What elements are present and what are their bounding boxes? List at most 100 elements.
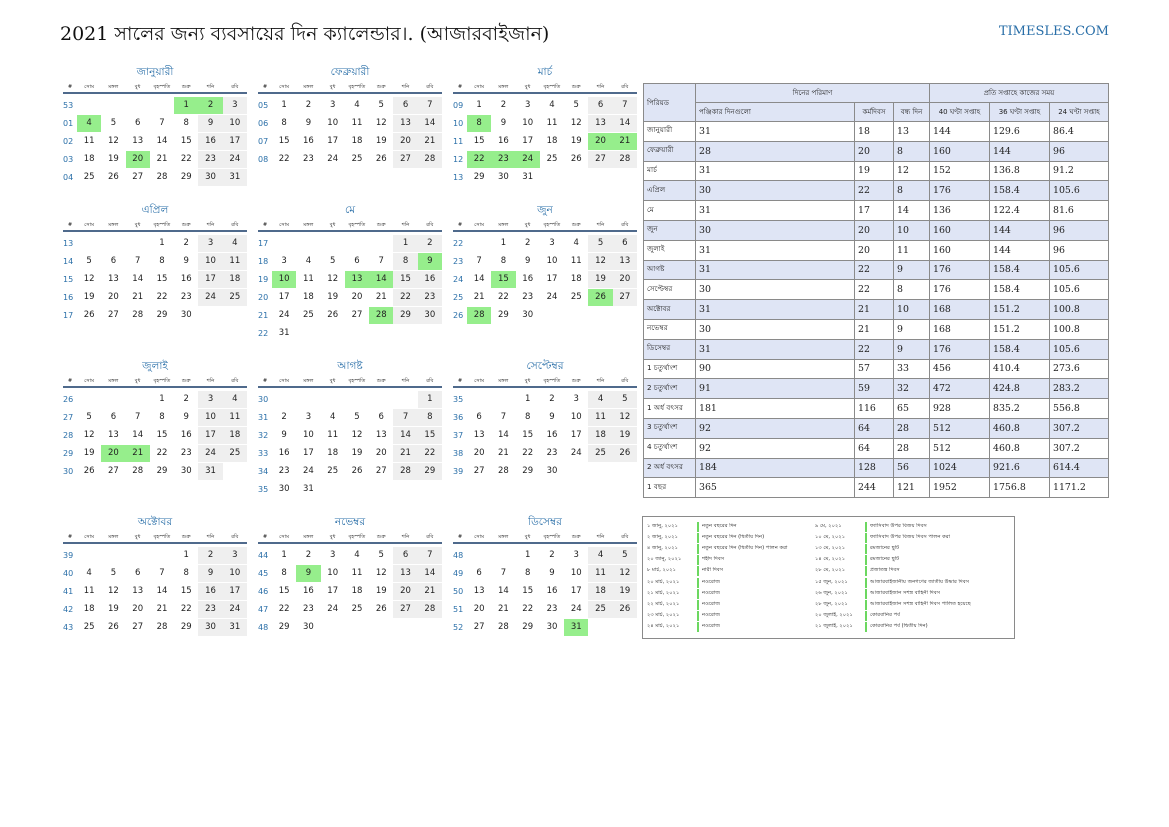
period-name: 3 চতুর্থাংশ [643,417,696,439]
weekday-header: শুক্র [376,84,386,90]
day-cell: 31 [303,484,314,494]
day-cell: 25 [222,445,247,462]
day-cell: 18 [588,427,613,444]
calendar-grid: জানুয়ারী # সোম মঙ্গল বুধ বৃহস্পতি শুক্র শনি রবি… [63,64,641,660]
day-cell: 28 [498,466,509,476]
day-cell: 6 [476,412,482,422]
week-row: 47 22 23 24 25 26 27 28 [258,601,442,619]
day-cell: 20 [393,133,418,150]
period-name: এপ্রিল [643,180,696,202]
week-row: 40 4 5 6 7 8 9 10 [63,565,247,583]
period-name: জানুয়ারী [643,121,696,142]
summary-value: 158.4 [989,279,1050,301]
holiday-column: ৯ মে, ২০২১ ফ্যাসিবাদ উপর বিজয় দিবস ১০ মে,… [815,521,997,633]
day-cell: 29 [180,622,192,632]
week-number: 34 [258,467,269,476]
day-cell: 5 [86,412,92,422]
week-row: 48 1 2 3 4 5 [453,547,637,565]
weekday-header: বৃহস্পতি [348,378,366,384]
holiday-date: ১ জানু, ২০২১ [647,522,679,529]
day-cell [321,325,345,342]
day-cell: 4 [588,391,613,408]
week-number: 03 [63,155,74,164]
day-cell: 1 [159,394,165,404]
day-cell: 16 [546,586,558,596]
summary-value: 307.2 [1049,437,1109,459]
summary-value: 129.6 [989,121,1050,142]
month-name: ফেব্রুয়ারী [330,66,370,78]
period-name: 1 অর্ধ বৎসর [643,398,696,419]
weekday-header: বুধ [524,84,531,90]
summary-value: 100.8 [1049,318,1109,340]
day-cell [369,391,393,408]
summary-value: 128 [854,457,894,479]
day-cell: 11 [83,586,95,596]
day-cell [321,235,345,252]
week-row: 25 21 22 23 24 25 26 27 [453,289,637,307]
holiday-date: ৪ জানু, ২০২১ [647,544,679,551]
day-cell: 1 [524,394,531,404]
day-cell: 14 [393,427,418,444]
day-cell: 24 [570,448,582,458]
week-row: 05 1 2 3 4 5 6 7 [258,97,442,115]
week-row: 41 11 12 13 14 15 16 17 [63,583,247,601]
day-cell: 25 [570,292,582,302]
weekday-header: মঙ্গল [108,222,119,228]
week-number: 41 [63,587,74,596]
day-cell: 21 [156,604,168,614]
week-row: 13 29 30 31 [453,169,637,187]
day-cell: 28 [417,151,442,168]
day-cell: 22 [467,151,492,168]
holiday-marker [865,532,867,543]
weekday-header: বুধ [329,222,336,228]
day-cell: 27 [108,310,119,320]
summary-value: 92 [695,417,855,439]
summary-value: 121 [893,477,930,499]
site-link[interactable]: TIMESLES.COM [998,24,1109,39]
day-cell: 8 [183,118,189,128]
month-name: মে [344,204,356,216]
day-cell [564,307,588,324]
day-cell [467,235,491,252]
weekday-header: শনি [206,222,215,228]
day-cell: 14 [369,271,394,288]
weekday-header-row: # সোম মঙ্গল বুধ বৃহস্পতি শুক্র শনি রবি [258,219,442,232]
day-cell: 2 [549,550,555,560]
day-cell: 8 [281,568,287,578]
day-cell [418,325,442,342]
holiday-name: আজারবাইজান সশস্ত্র বাহিনী দিবস [870,589,941,596]
weekday-header: মঙ্গল [108,378,119,384]
weekday-header: বুধ [329,534,336,540]
summary-value: 9 [893,318,930,340]
holiday-date: ২০ জুলাই, ২০২১ [815,612,853,619]
week-row: 26 1 2 3 4 [63,391,247,409]
week-row: 04 25 26 27 28 29 30 31 [63,169,247,187]
month-block: নভেম্বর # সোম মঙ্গল বুধ বৃহস্পতি শুক্র শনি রবি 44… [258,514,442,637]
day-cell: 25 [83,622,95,632]
summary-value: 32 [893,378,930,400]
weekday-header: # [67,378,73,384]
day-cell: 5 [329,256,336,266]
day-cell: 27 [612,289,637,306]
summary-value: 151.2 [989,318,1050,340]
summary-value: 244 [854,477,894,499]
holiday-item: ২৬ জুন, ২০২১ আজারবাইজান সশস্ত্র বাহিনী দি… [815,588,997,599]
day-cell: 3 [329,100,336,110]
summary-value: 28 [695,140,855,162]
day-cell: 3 [222,547,247,564]
weekday-header: রবি [621,378,629,384]
weekday-header: বৃহস্পতি [543,84,561,90]
day-cell: 25 [588,445,613,462]
day-cell: 5 [612,547,637,564]
day-cell: 12 [83,274,95,284]
day-cell: 1 [281,100,287,110]
week-row: 30 1 [258,391,442,409]
holiday-marker [697,566,699,577]
weekday-header: মঙ্গল [303,534,314,540]
summary-value: 33 [893,358,930,380]
weekday-header: সোম [474,378,485,384]
day-cell: 24 [570,604,582,614]
week-row: 22 31 [258,325,442,343]
weekday-header: মঙ্গল [498,84,509,90]
day-cell [296,325,320,342]
